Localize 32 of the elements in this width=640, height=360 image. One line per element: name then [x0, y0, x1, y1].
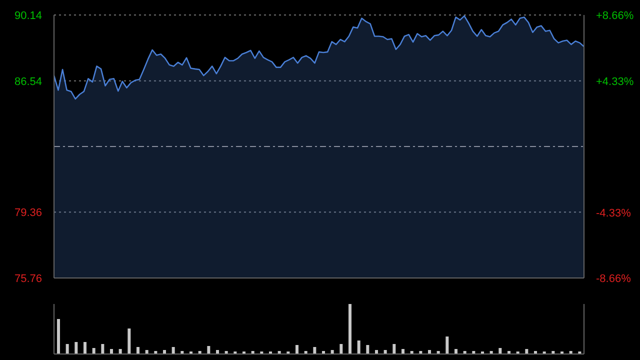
y2-tick-label: +4.33% [596, 76, 634, 88]
bar [110, 349, 113, 354]
bar [313, 347, 316, 354]
bar [57, 319, 60, 354]
bar [74, 342, 78, 354]
bar [296, 345, 298, 354]
bar [128, 328, 131, 354]
y2-tick-label: -4.33% [596, 207, 632, 220]
bar [366, 345, 370, 354]
bar [446, 336, 449, 354]
bar [92, 348, 96, 354]
bar [454, 349, 458, 354]
bar [207, 346, 210, 354]
y-tick-label: 90.14 [14, 10, 42, 22]
bar [172, 347, 175, 354]
bar [66, 344, 69, 354]
bar [340, 344, 343, 354]
y-tick-label: 79.36 [14, 207, 42, 220]
bar [101, 344, 104, 354]
y-tick-label: 86.54 [14, 76, 42, 88]
bar [348, 304, 352, 354]
y2-tick-label: -8.66% [596, 273, 632, 285]
bar [498, 348, 502, 354]
y2-tick-label: +8.66% [596, 10, 634, 22]
bar [136, 347, 140, 354]
bar [84, 342, 86, 354]
bar [525, 349, 528, 354]
y-tick-label: 75.76 [14, 273, 42, 285]
bar [118, 349, 122, 354]
bar [402, 349, 404, 354]
bar [392, 344, 396, 354]
bar [357, 340, 360, 354]
